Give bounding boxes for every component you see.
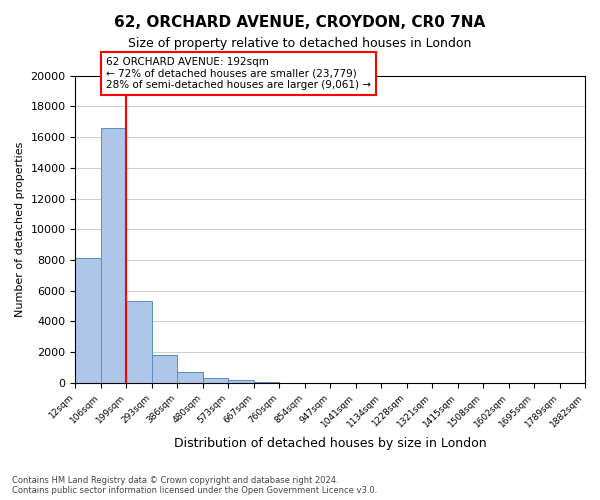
Bar — [152, 355, 178, 383]
Bar — [254, 382, 279, 383]
Y-axis label: Number of detached properties: Number of detached properties — [15, 142, 25, 317]
Text: 62, ORCHARD AVENUE, CROYDON, CR0 7NA: 62, ORCHARD AVENUE, CROYDON, CR0 7NA — [115, 15, 485, 30]
Bar — [101, 128, 127, 383]
Bar — [127, 302, 152, 383]
Bar — [76, 258, 101, 383]
Bar — [203, 378, 228, 383]
Text: Contains HM Land Registry data © Crown copyright and database right 2024.
Contai: Contains HM Land Registry data © Crown c… — [12, 476, 377, 495]
Bar — [228, 380, 254, 383]
Bar — [178, 372, 203, 383]
Text: 62 ORCHARD AVENUE: 192sqm
← 72% of detached houses are smaller (23,779)
28% of s: 62 ORCHARD AVENUE: 192sqm ← 72% of detac… — [106, 57, 371, 90]
X-axis label: Distribution of detached houses by size in London: Distribution of detached houses by size … — [174, 437, 487, 450]
Text: Size of property relative to detached houses in London: Size of property relative to detached ho… — [128, 38, 472, 51]
